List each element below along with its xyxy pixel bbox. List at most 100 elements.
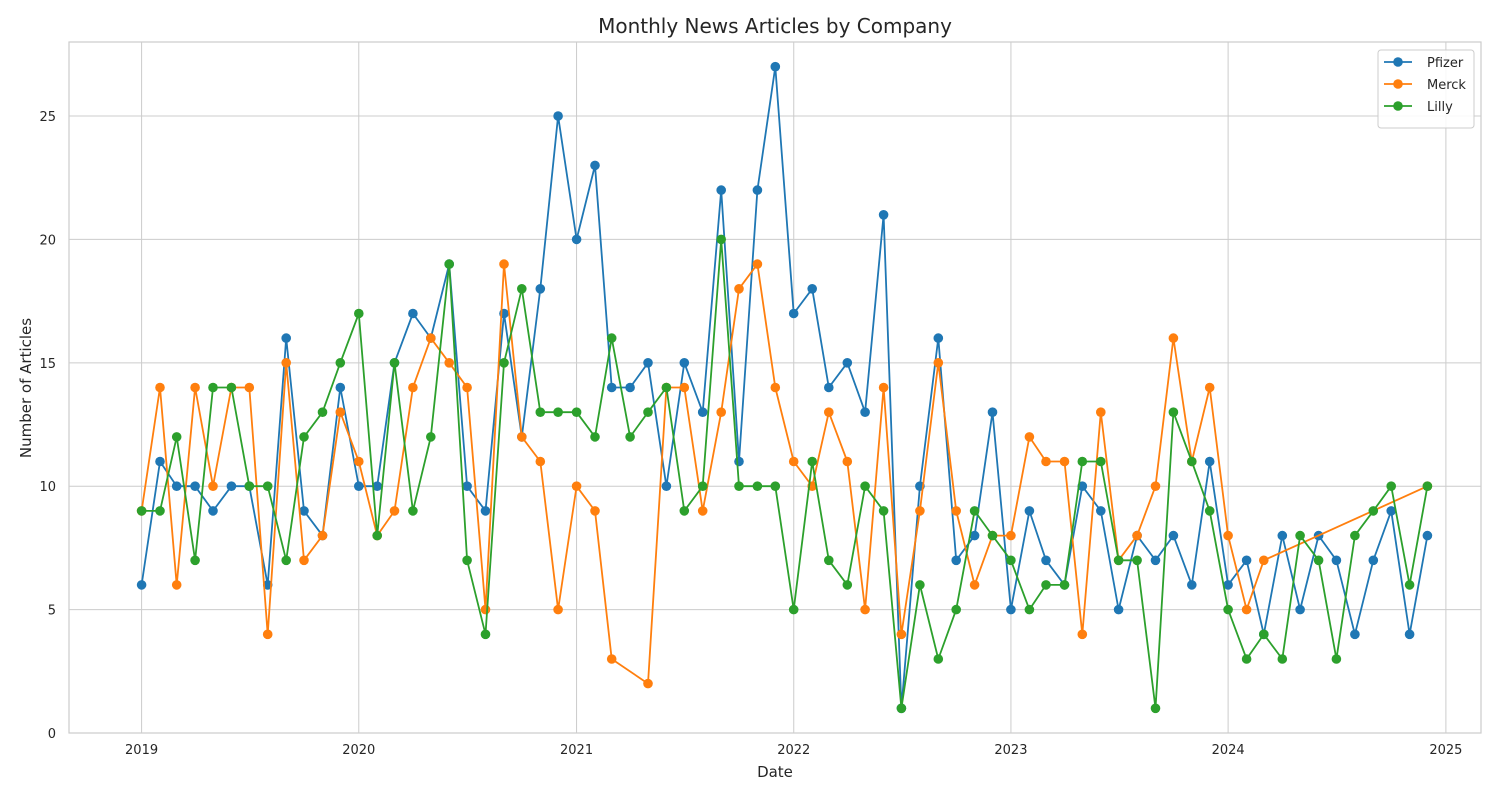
data-point [679, 382, 690, 393]
data-point [1386, 506, 1396, 516]
data-point [1259, 629, 1269, 640]
series-line-pfizer [140, 65, 1429, 710]
data-point [679, 358, 690, 368]
legend-marker [1393, 79, 1403, 89]
data-point [1204, 456, 1215, 467]
series-line-lilly [141, 238, 1429, 710]
data-point [1187, 580, 1197, 590]
data-point [462, 382, 472, 393]
data-point [136, 580, 147, 590]
data-point [1006, 555, 1016, 566]
data-point [480, 604, 491, 615]
data-point [1113, 555, 1124, 566]
legend-item-merck: Merck [1384, 78, 1466, 93]
data-point [661, 481, 672, 492]
data-point [1223, 580, 1233, 590]
data-point [408, 506, 418, 516]
data-point [1368, 555, 1379, 566]
x-tick-label: 2021 [560, 743, 593, 758]
data-point [824, 382, 834, 393]
data-point [1150, 481, 1161, 492]
data-point [1277, 530, 1288, 541]
data-point [1168, 407, 1179, 418]
data-point [499, 358, 509, 368]
data-point [951, 555, 961, 566]
series-lilly [136, 234, 1433, 714]
chart-title: Monthly News Articles by Company [598, 14, 952, 38]
data-point [335, 358, 346, 368]
data-point [1006, 530, 1016, 541]
data-point [354, 456, 364, 467]
data-point [444, 358, 455, 368]
y-tick-label: 20 [39, 233, 56, 248]
grid-lines [69, 42, 1481, 734]
x-axis-ticks: 2019 2020 2021 2022 2023 2024 2025 [125, 743, 1462, 758]
data-point [1187, 456, 1197, 467]
data-point [372, 481, 383, 492]
x-tick-label: 2022 [777, 743, 810, 758]
data-point [354, 481, 364, 492]
data-point [1386, 481, 1396, 492]
data-point [408, 308, 418, 319]
data-point [752, 185, 763, 195]
data-point [1024, 506, 1035, 516]
data-point [262, 629, 273, 640]
data-point [788, 604, 799, 615]
legend-marker [1393, 57, 1403, 67]
data-point [842, 456, 853, 467]
data-point [171, 432, 182, 442]
data-point [878, 506, 889, 516]
data-point [1096, 456, 1106, 467]
data-point [571, 481, 582, 492]
legend-label: Lilly [1427, 100, 1453, 115]
data-point [860, 407, 870, 418]
legend-label: Merck [1427, 78, 1466, 93]
legend-item-lilly: Lilly [1384, 100, 1453, 115]
data-point [590, 506, 600, 516]
data-point [372, 530, 383, 541]
data-point [571, 407, 582, 418]
data-point [987, 530, 998, 541]
data-point [1150, 555, 1161, 566]
y-tick-label: 10 [39, 480, 56, 495]
data-point [716, 185, 726, 195]
data-point [480, 506, 491, 516]
data-point [933, 358, 944, 368]
data-point [389, 506, 400, 516]
data-point [1368, 506, 1379, 516]
data-point [208, 382, 218, 393]
data-point [606, 333, 617, 343]
data-point [262, 481, 273, 492]
data-point [553, 407, 563, 418]
data-point [625, 382, 635, 393]
data-point [1331, 555, 1342, 566]
data-point [933, 654, 944, 664]
data-point [643, 358, 653, 368]
data-point [553, 111, 563, 121]
data-point [317, 407, 328, 418]
data-point [1404, 629, 1415, 640]
data-point [190, 555, 200, 566]
data-point [915, 506, 925, 516]
legend-marker [1393, 101, 1403, 111]
series-layer [136, 61, 1433, 714]
data-point [1422, 481, 1433, 492]
data-point [208, 506, 218, 516]
data-point [969, 580, 980, 590]
data-point [697, 481, 708, 492]
data-point [1150, 703, 1161, 714]
data-point [1259, 555, 1269, 566]
data-point [1241, 604, 1252, 615]
data-point [969, 506, 980, 516]
data-point [1024, 432, 1035, 442]
data-point [788, 456, 799, 467]
data-point [1422, 530, 1433, 541]
data-point [535, 284, 546, 294]
data-point [281, 358, 292, 368]
data-point [155, 382, 165, 393]
x-tick-label: 2024 [1212, 743, 1245, 758]
data-point [226, 382, 237, 393]
data-point [426, 432, 436, 442]
data-point [1041, 580, 1051, 590]
